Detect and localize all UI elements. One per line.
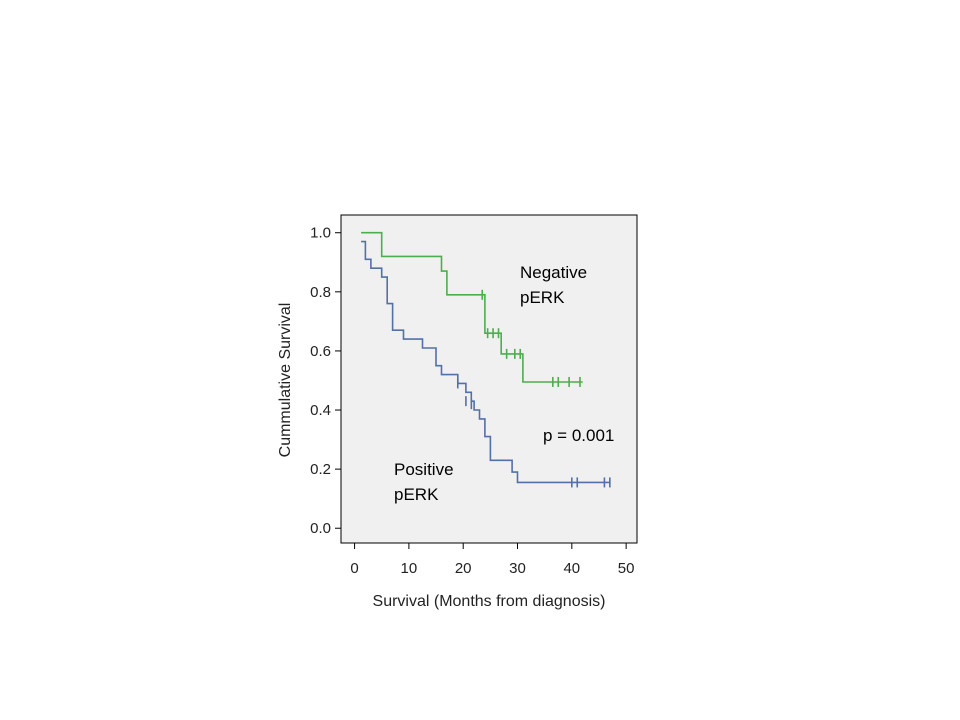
x-axis-title: Survival (Months from diagnosis) [373, 593, 606, 610]
x-ticks: 0 10 20 30 40 50 [350, 543, 634, 577]
negative-label-line-1: Negative [520, 263, 587, 282]
negative-survival-line [361, 231, 583, 383]
series-layer [361, 231, 611, 488]
y-tick-label: 0.4 [310, 402, 331, 419]
x-tick-label: 30 [509, 560, 526, 577]
p-value-annotation: p = 0.001 [543, 426, 614, 445]
y-tick-label: 1.0 [310, 225, 331, 242]
negative-series-label: Negative pERK [520, 263, 592, 307]
x-tick-label: 10 [401, 560, 418, 577]
positive-survival-line [361, 240, 610, 484]
positive-label-line-1: Positive [394, 460, 454, 479]
x-tick-label: 40 [563, 560, 580, 577]
plot-background [340, 214, 638, 544]
y-tick-label: 0.6 [310, 343, 331, 360]
x-tick-label: 50 [618, 560, 635, 577]
y-tick-label: 0.2 [310, 461, 331, 478]
positive-series-label: Positive pERK [394, 460, 458, 504]
negative-label-line-2: pERK [520, 288, 565, 307]
y-tick-label: 0.0 [310, 520, 331, 537]
y-ticks: 0.0 0.2 0.4 0.6 0.8 1.0 [310, 225, 341, 537]
y-tick-label: 0.8 [310, 284, 331, 301]
x-tick-label: 0 [350, 560, 358, 577]
x-tick-label: 20 [455, 560, 472, 577]
y-axis-title: Cummulative Survival [277, 303, 294, 458]
positive-label-line-2: pERK [394, 485, 439, 504]
